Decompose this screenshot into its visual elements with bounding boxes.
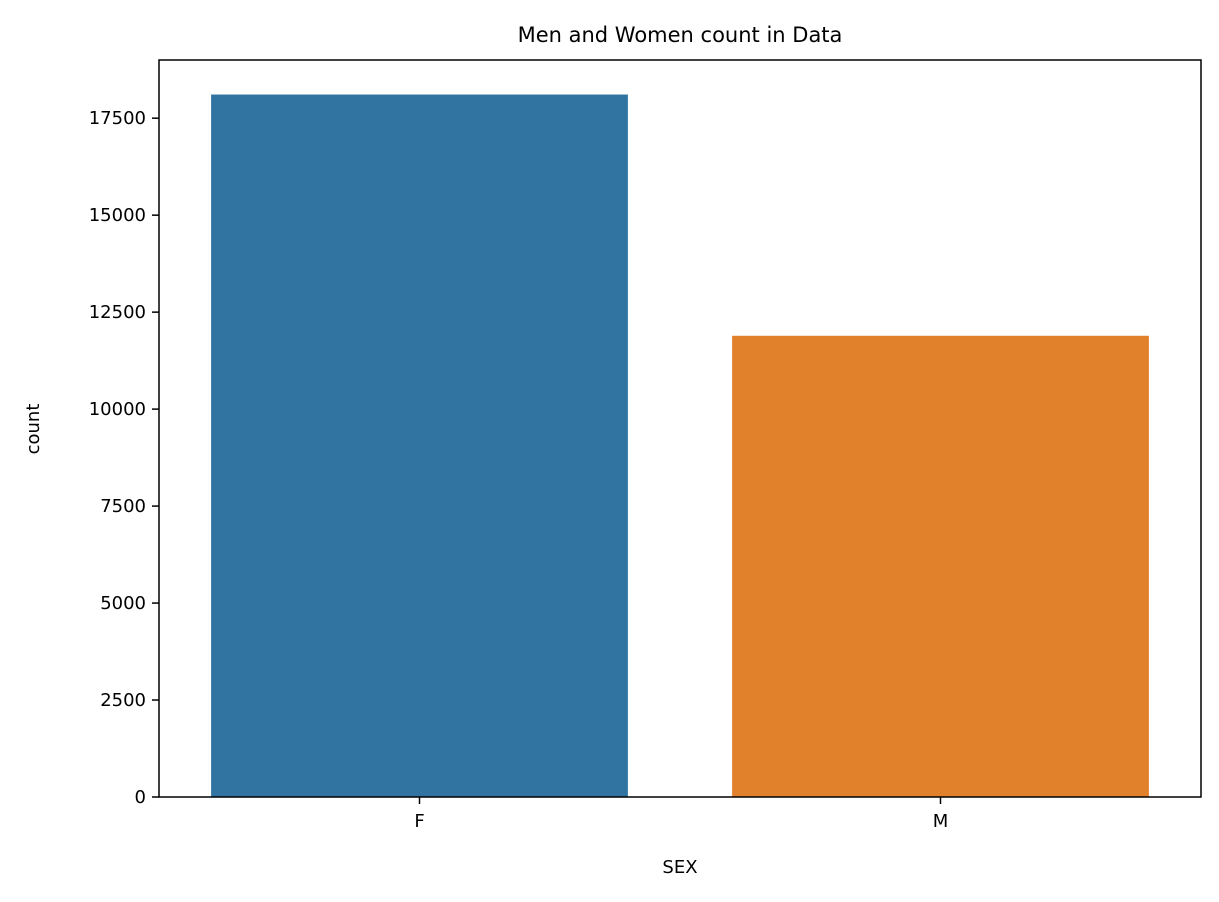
bar-m bbox=[732, 335, 1149, 797]
y-tick-label: 0 bbox=[135, 787, 146, 808]
x-axis-label: SEX bbox=[662, 857, 697, 878]
bars bbox=[211, 94, 1149, 797]
y-tick-label: 10000 bbox=[89, 399, 146, 420]
y-axis-label: count bbox=[23, 404, 44, 455]
x-tick-label: F bbox=[414, 811, 424, 832]
y-tick-label: 17500 bbox=[89, 108, 146, 129]
bar-f bbox=[211, 94, 628, 797]
y-tick-label: 5000 bbox=[100, 593, 146, 614]
chart-title: Men and Women count in Data bbox=[518, 23, 843, 47]
plot-frame bbox=[158, 59, 1202, 798]
y-tick-label: 12500 bbox=[89, 302, 146, 323]
x-tick-label: M bbox=[933, 811, 949, 832]
y-tick-label: 15000 bbox=[89, 205, 146, 226]
y-tick-label: 2500 bbox=[100, 690, 146, 711]
y-tick-label: 7500 bbox=[100, 496, 146, 517]
y-axis-ticks: 0 2500 5000 7500 10000 12500 15000 17500 bbox=[89, 108, 159, 808]
